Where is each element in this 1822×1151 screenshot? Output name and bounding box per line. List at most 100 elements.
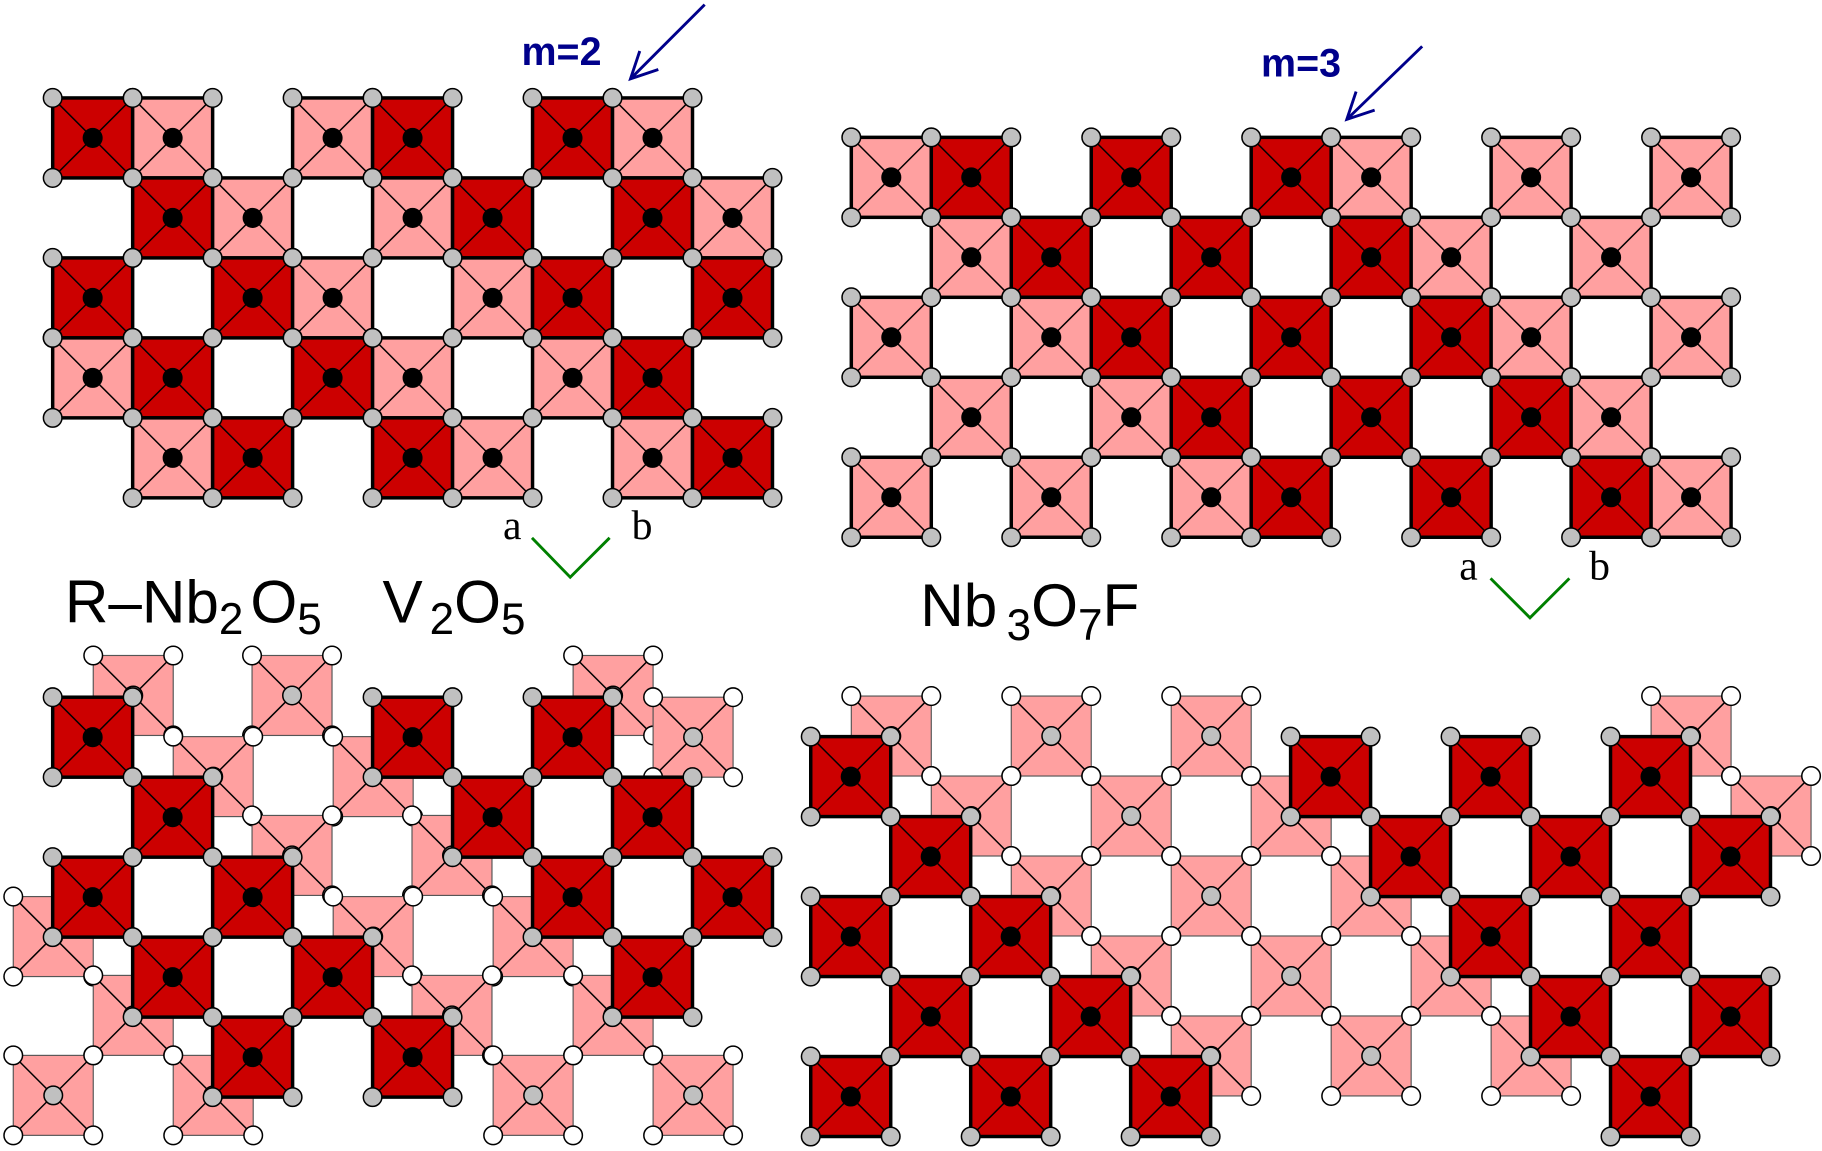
oxygen-atom xyxy=(122,87,143,108)
oxygen-atom xyxy=(682,167,703,188)
oxygen-atom xyxy=(401,965,423,986)
oxygen-atom xyxy=(3,1125,24,1146)
oxygen-atom xyxy=(643,687,664,708)
oxygen-atom xyxy=(1001,686,1022,707)
oxygen-atom xyxy=(643,1045,664,1066)
metal-atom xyxy=(722,887,743,908)
oxygen-atom xyxy=(442,247,463,268)
oxygen-atom xyxy=(1721,766,1742,787)
oxygen-atom xyxy=(1161,367,1182,388)
metal-atom xyxy=(1640,1086,1661,1107)
oxygen-atom xyxy=(1040,966,1061,987)
oxygen-atom xyxy=(1040,1046,1061,1067)
oxygen-atom xyxy=(202,1087,223,1108)
oxygen-atom xyxy=(282,847,303,868)
oxygen-atom xyxy=(522,167,543,188)
oxygen-atom xyxy=(880,966,901,987)
oxygen-atom xyxy=(1561,127,1582,148)
metal-atom xyxy=(82,887,103,908)
oxygen-atom xyxy=(1321,845,1342,867)
dark-octahedron xyxy=(522,847,623,948)
oxygen-atom xyxy=(122,847,143,868)
metal-atom xyxy=(642,447,663,468)
oxygen-atom xyxy=(282,247,303,268)
oxygen-atom xyxy=(1760,806,1781,827)
metal-atom xyxy=(840,766,861,787)
light-octahedron xyxy=(921,367,1022,468)
oxygen-atom xyxy=(1721,127,1742,148)
metal-atom xyxy=(1000,1086,1021,1107)
metal-atom xyxy=(482,287,503,308)
oxygen-atom xyxy=(323,886,344,907)
oxygen-atom xyxy=(522,87,543,108)
metal-atom xyxy=(482,807,503,828)
oxygen-atom xyxy=(362,767,383,788)
oxygen-atom xyxy=(163,1125,184,1146)
oxygen-atom xyxy=(362,87,383,108)
metal-atom xyxy=(1441,247,1462,268)
oxygen-atom xyxy=(522,407,543,428)
oxygen-atom xyxy=(960,1126,981,1147)
oxygen-atom xyxy=(1760,1046,1781,1067)
oxygen-atom xyxy=(1721,287,1742,308)
oxygen-atom xyxy=(682,1007,703,1028)
metal-atom xyxy=(482,207,503,228)
oxygen-atom xyxy=(800,1046,821,1067)
metal-atom xyxy=(1361,407,1382,428)
oxygen-atom xyxy=(1760,966,1781,987)
oxygen-atom xyxy=(1520,726,1541,747)
oxygen-atom xyxy=(362,327,383,348)
oxygen-atom xyxy=(442,327,463,348)
dark-octahedron xyxy=(682,407,783,508)
oxygen-atom xyxy=(1001,287,1022,308)
oxygen-atom xyxy=(282,407,303,428)
oxygen-atom xyxy=(1321,447,1342,468)
metal-atom xyxy=(242,207,263,228)
light-octahedron-lower xyxy=(3,1045,104,1146)
metal-atom xyxy=(162,367,183,388)
oxygen-atom xyxy=(1561,1085,1582,1106)
oxygen-atom xyxy=(202,927,223,948)
oxygen-atom xyxy=(1680,726,1701,747)
oxygen-atom xyxy=(682,327,703,348)
oxygen-atom xyxy=(682,847,703,868)
oxygen-atom xyxy=(42,767,63,788)
oxygen-atom xyxy=(202,1007,223,1028)
oxygen-atom xyxy=(122,407,143,428)
oxygen-atom xyxy=(841,207,862,228)
oxygen-atom xyxy=(1241,527,1262,548)
oxygen-atom xyxy=(602,847,623,868)
metal-atom xyxy=(1281,167,1302,188)
oxygen-atom xyxy=(880,726,901,747)
oxygen-atom xyxy=(1600,1126,1621,1147)
metal-atom xyxy=(242,1047,263,1068)
m2-label: m=2 xyxy=(522,30,602,74)
metal-atom xyxy=(1681,327,1702,348)
light-octahedron-lower xyxy=(1321,1005,1422,1106)
oxygen-atom xyxy=(1680,1046,1701,1067)
oxygen-atom xyxy=(122,687,143,708)
metal-atom xyxy=(920,1006,941,1027)
oxygen-atom xyxy=(522,847,543,868)
oxygen-atom xyxy=(1081,447,1102,468)
dark-octahedron xyxy=(1321,367,1422,468)
oxygen-atom xyxy=(563,965,584,986)
dark-octahedron xyxy=(1360,806,1461,907)
oxygen-atom xyxy=(1321,287,1342,308)
dark-octahedron xyxy=(800,1046,901,1147)
dark-octahedron xyxy=(1680,806,1781,907)
m3-arrow-icon xyxy=(1344,45,1424,122)
dark-octahedron xyxy=(1481,367,1582,468)
oxygen-atom xyxy=(282,327,303,348)
metal-atom xyxy=(1320,766,1341,787)
oxygen-atom xyxy=(921,127,942,148)
oxygen-atom xyxy=(1161,1005,1182,1026)
oxygen-atom xyxy=(42,927,63,948)
axis-a-label: a xyxy=(503,503,522,549)
oxygen-atom xyxy=(1680,966,1701,987)
oxygen-atom xyxy=(1641,207,1662,228)
oxygen-atom xyxy=(1040,886,1061,907)
oxygen-atom xyxy=(1481,287,1502,308)
oxygen-atom xyxy=(243,726,264,747)
oxygen-atom xyxy=(122,487,143,508)
